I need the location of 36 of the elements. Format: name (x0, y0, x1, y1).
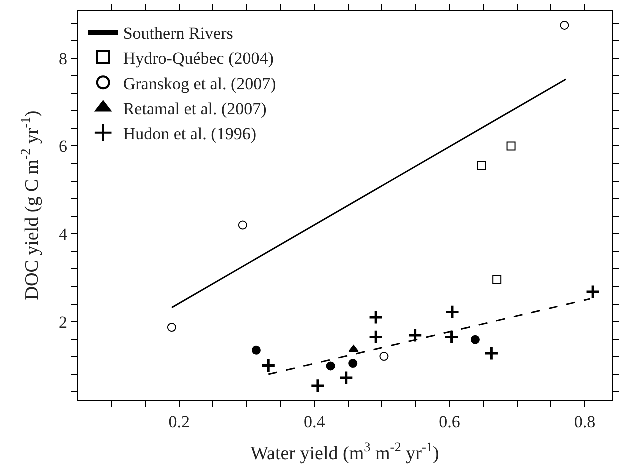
point (167, 323, 176, 332)
point (310, 378, 326, 394)
point (560, 20, 570, 30)
y-tick-label: 8 (59, 49, 68, 68)
point (470, 335, 480, 344)
point (492, 275, 502, 284)
legend-label: Hudon et al. (1996) (123, 124, 256, 144)
point (238, 220, 248, 230)
point (477, 161, 486, 170)
legend-label: Granskog et al. (2007) (123, 74, 276, 94)
x-tick-label: 0.2 (168, 412, 190, 432)
point (506, 142, 516, 151)
point (408, 328, 423, 344)
point (444, 304, 460, 320)
point (261, 358, 276, 374)
y-tick-label: 4 (59, 224, 68, 244)
point (348, 359, 358, 368)
point (380, 352, 389, 362)
x-tick-label: 0.4 (304, 412, 326, 432)
x-axis-title: Water yield (m$^{3}$ m$^{-2}$ yr$^{-1}$) (250, 439, 440, 464)
y-tick-label: 6 (59, 137, 68, 156)
legend-label: Retamal et al. (2007) (123, 99, 267, 118)
point (348, 345, 359, 352)
point (252, 346, 261, 355)
y-tick-label: 2 (59, 312, 68, 332)
point (338, 370, 354, 386)
legend-label: Hydro-Québec (2004) (123, 49, 274, 68)
x-tick-label: 0.6 (439, 412, 460, 432)
point (484, 346, 500, 362)
point (586, 284, 601, 300)
point (368, 330, 384, 345)
x-tick-label: 0.8 (574, 412, 596, 432)
point (326, 362, 336, 371)
point (444, 330, 460, 345)
point (368, 310, 384, 326)
legend-label: Southern Rivers (123, 24, 234, 44)
